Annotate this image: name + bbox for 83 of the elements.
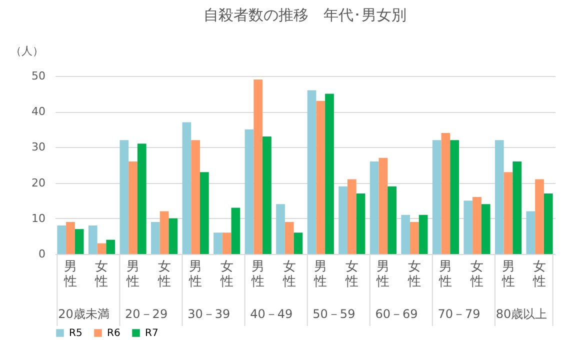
bar xyxy=(97,243,106,254)
legend-label: R5 xyxy=(69,328,82,339)
bar xyxy=(74,229,84,254)
bar xyxy=(441,132,450,254)
bar xyxy=(347,179,356,254)
bar xyxy=(294,232,303,254)
x-tick-label: 男性 xyxy=(313,260,328,290)
y-tick-label: 0 xyxy=(38,248,46,260)
bar xyxy=(160,211,169,254)
chart-title: 自殺者数の推移 年代･男女別 xyxy=(204,6,406,24)
y-tick-label: 10 xyxy=(32,212,46,225)
bar xyxy=(526,211,536,254)
bar xyxy=(410,222,419,254)
x-tick-label: 女性 xyxy=(344,260,358,290)
bar xyxy=(401,214,410,254)
bar xyxy=(262,136,272,254)
text: 30－39 xyxy=(188,307,230,321)
bar xyxy=(450,140,460,254)
bar xyxy=(432,140,442,254)
bar xyxy=(481,204,490,254)
text: 40－49 xyxy=(250,307,293,321)
x-tick-label: 男性 xyxy=(500,260,515,290)
bar xyxy=(254,80,263,254)
bar xyxy=(370,161,379,254)
x-tick-label: 男性 xyxy=(62,260,77,290)
legend-label: R6 xyxy=(107,328,120,339)
text: 80歳以上 xyxy=(496,307,548,321)
bar xyxy=(325,94,334,254)
bar xyxy=(418,214,428,254)
bar xyxy=(222,232,232,254)
bar xyxy=(150,222,160,254)
bar xyxy=(231,208,240,254)
bar xyxy=(57,226,66,254)
y-tick-label: 20 xyxy=(32,176,46,190)
text: 20－29 xyxy=(125,307,168,321)
bar xyxy=(137,144,146,254)
bar xyxy=(168,218,178,254)
bar xyxy=(214,232,222,254)
bar xyxy=(200,172,209,254)
text: 70－79 xyxy=(438,307,480,321)
bar xyxy=(338,186,348,254)
bar xyxy=(106,240,116,254)
bar xyxy=(464,200,473,254)
bar xyxy=(504,172,513,254)
bar xyxy=(182,122,192,254)
bar xyxy=(378,158,388,254)
bar xyxy=(276,204,285,254)
x-tick-label: 男性 xyxy=(438,260,452,290)
bar xyxy=(512,161,522,254)
x-tick-label: 男性 xyxy=(188,260,202,290)
bar xyxy=(472,197,482,254)
x-tick-label: 男性 xyxy=(376,260,390,290)
x-tick-label: 女性 xyxy=(532,260,546,290)
bar xyxy=(120,140,129,254)
x-tick-label: 男性 xyxy=(126,260,140,290)
text: 60－69 xyxy=(375,307,418,321)
bar xyxy=(316,100,326,254)
x-tick-label: 女性 xyxy=(469,260,484,290)
x-tick-label: 女性 xyxy=(406,260,421,290)
bar xyxy=(356,193,366,254)
text: 50－59 xyxy=(312,307,356,321)
x-tick-label: 女性 xyxy=(219,260,234,290)
y-tick-label: 30 xyxy=(32,140,46,154)
bar xyxy=(191,140,200,254)
x-tick-label: 女性 xyxy=(282,260,296,290)
x-tick-label: 女性 xyxy=(156,260,171,290)
bar xyxy=(544,193,553,254)
y-axis-title: （人） xyxy=(10,44,44,58)
x-tick-label: 男性 xyxy=(250,260,265,290)
bar xyxy=(494,140,504,254)
bar xyxy=(244,129,254,254)
bar xyxy=(388,186,396,254)
text: 20歳未満 xyxy=(58,307,110,321)
bar xyxy=(307,90,316,254)
bar xyxy=(66,222,75,254)
bar xyxy=(128,161,138,254)
legend-label: R7 xyxy=(145,328,158,339)
bar xyxy=(535,179,544,254)
x-tick-label: 女性 xyxy=(94,260,108,290)
bar xyxy=(284,222,294,254)
y-tick-label: 40 xyxy=(32,105,46,118)
bar xyxy=(88,226,98,254)
y-tick-label: 50 xyxy=(32,70,46,82)
